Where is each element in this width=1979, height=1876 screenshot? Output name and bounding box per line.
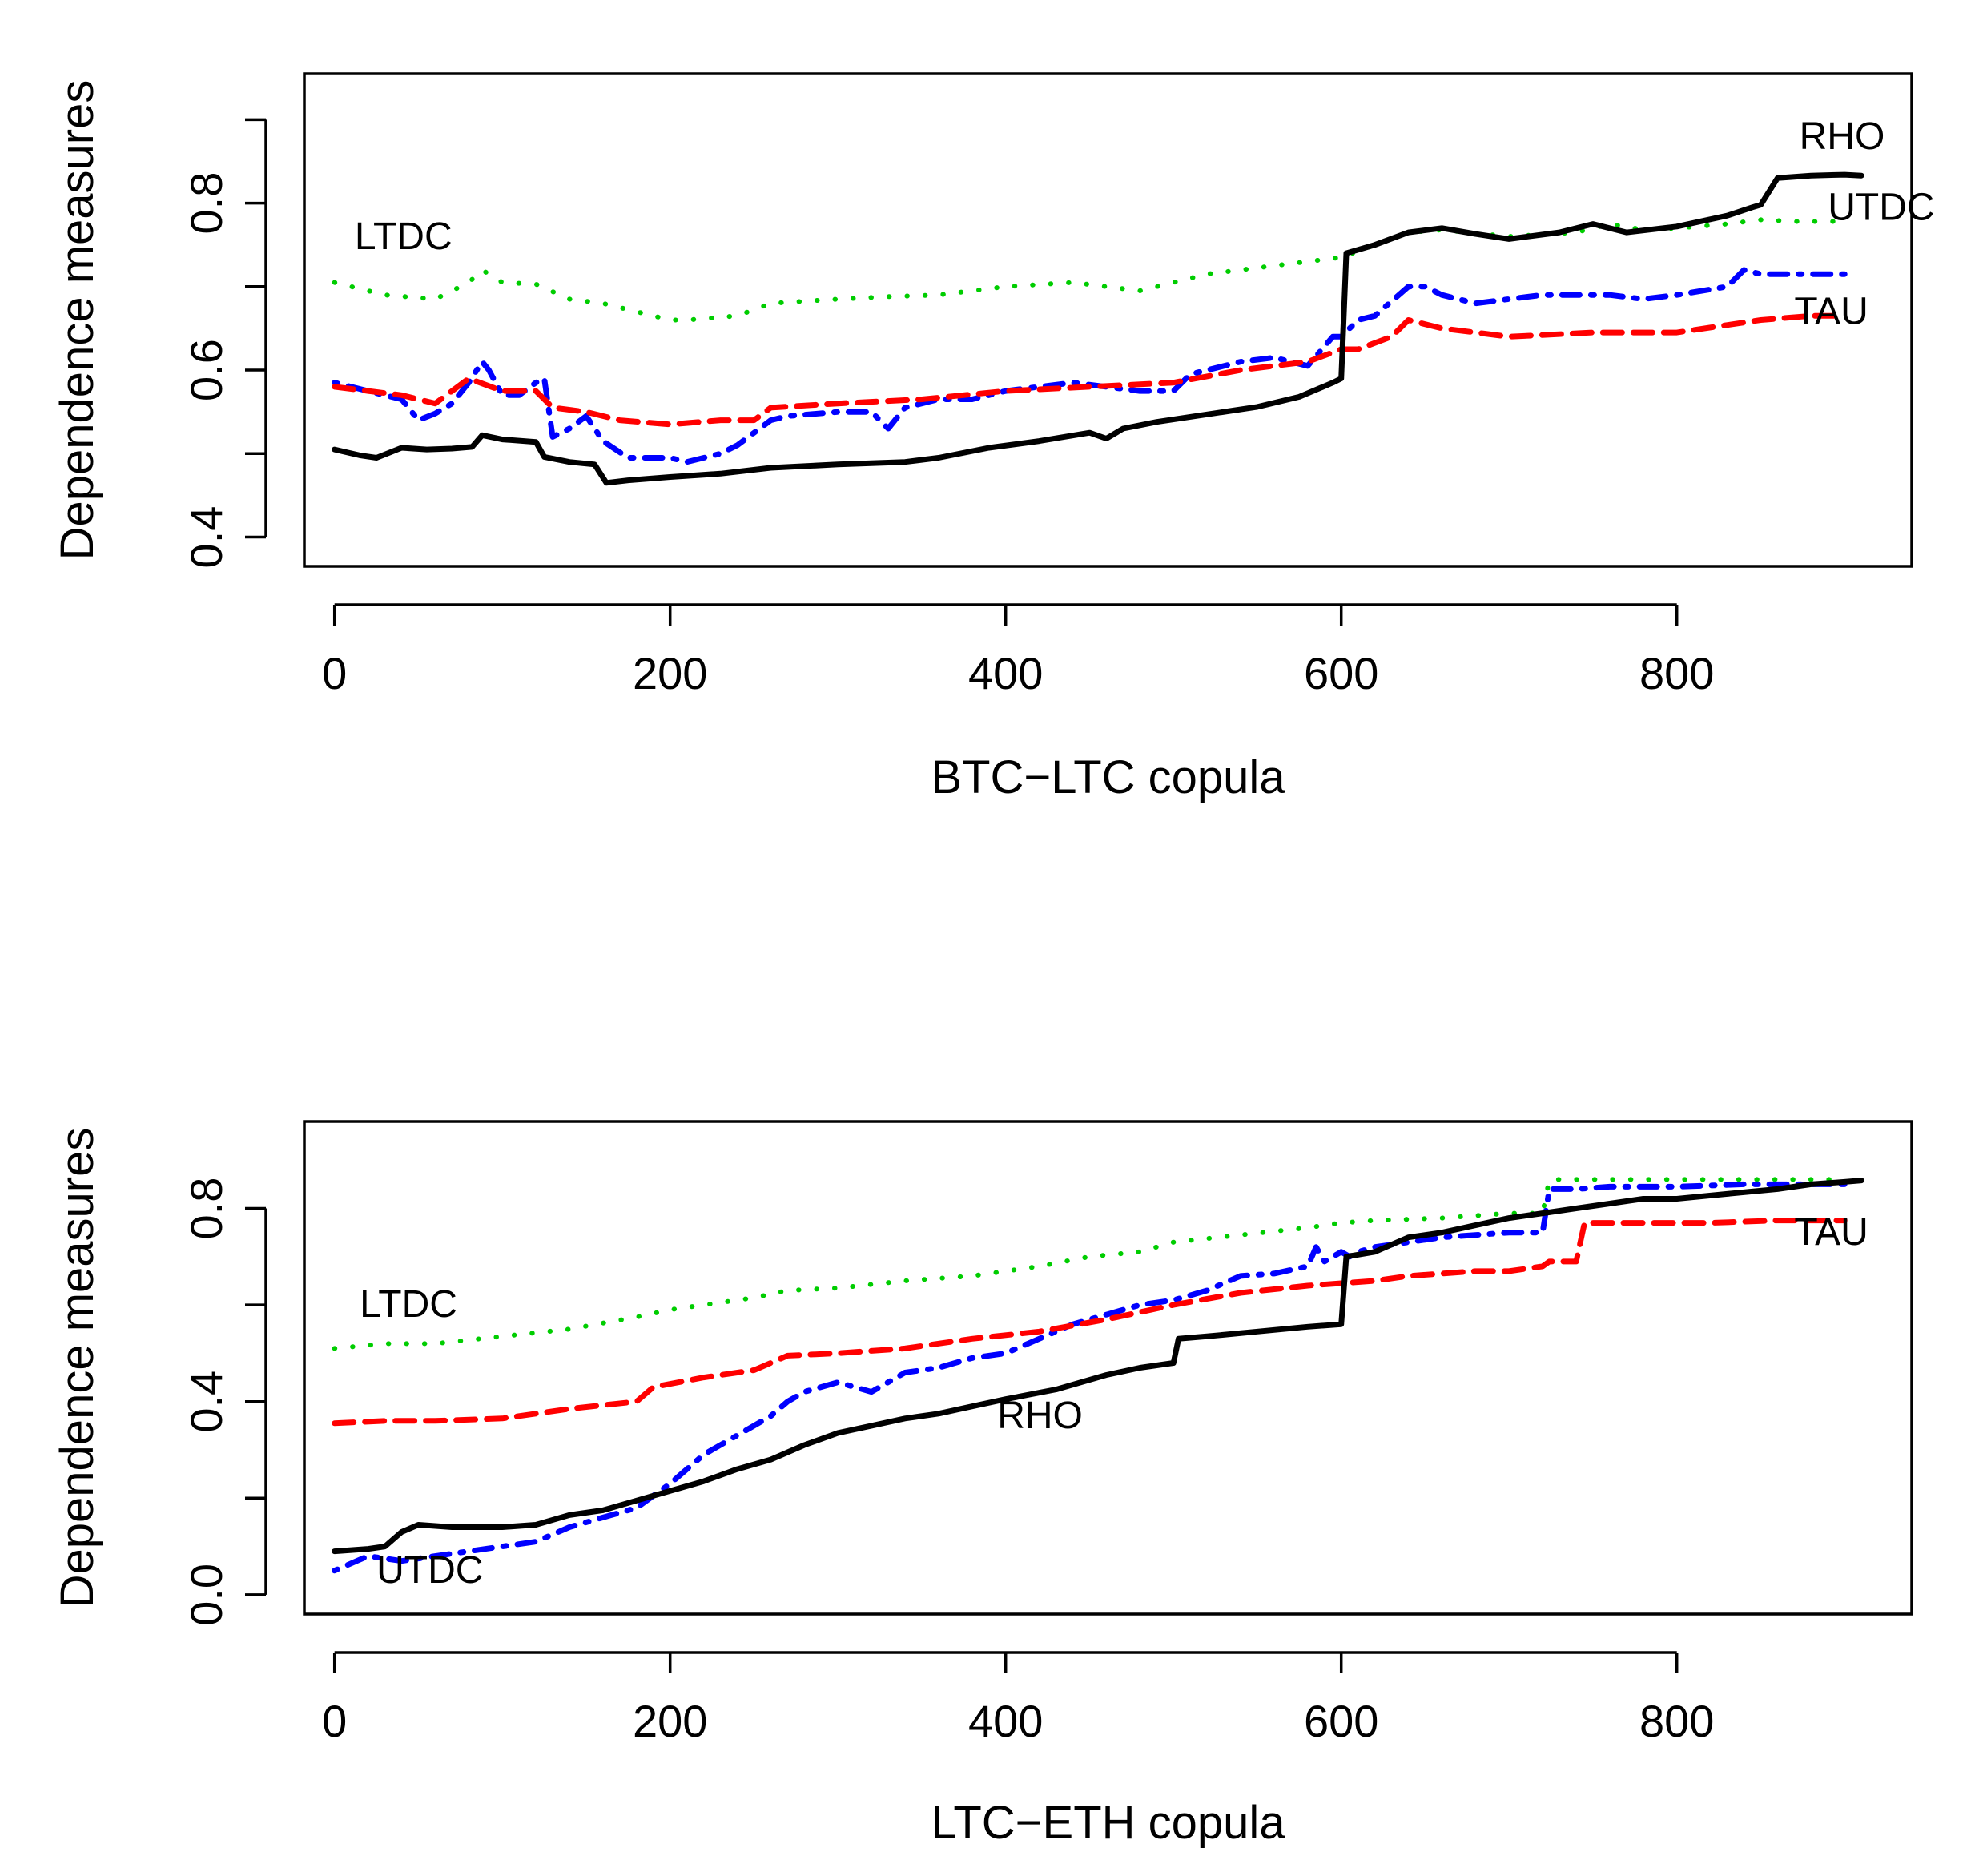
- series-line-tau: [332, 1218, 1848, 1427]
- y-tick-label: 0.4: [181, 506, 231, 569]
- curve-label-tau: TAU: [1794, 291, 1868, 333]
- curve-label-utdc: UTDC: [376, 1549, 483, 1592]
- curve-label-rho: RHO: [1800, 115, 1885, 158]
- y-tick-label: 0.8: [181, 172, 231, 235]
- chart-panel-2: 0 200 400 600 800 0.0 0.4 0.8 LTC−ETH copula Depe…: [51, 1120, 1913, 1849]
- x-tick-label: 0: [322, 648, 347, 698]
- series-line-utdc: [332, 1181, 1848, 1574]
- y-tick-label: 0.0: [181, 1564, 231, 1626]
- series-line-utdc: [332, 267, 1848, 465]
- x-tick-label: 200: [633, 648, 707, 698]
- series-line-rho: [332, 171, 1864, 486]
- curve-label-ltdc: LTDC: [355, 215, 453, 258]
- curve-label-utdc: UTDC: [1828, 186, 1934, 228]
- plot-frame: [303, 72, 1913, 568]
- y-axis-title: Dependence measures: [51, 80, 103, 561]
- series-line-ltdc: [332, 217, 1848, 323]
- x-tick-label: 600: [1304, 1696, 1378, 1746]
- y-tick-label: 0.8: [181, 1178, 231, 1240]
- x-tick-label: 0: [322, 1696, 347, 1746]
- series-line-rho: [332, 1178, 1864, 1555]
- x-axis-title: LTC−ETH copula: [931, 1797, 1285, 1849]
- x-tick-label: 600: [1304, 648, 1378, 698]
- x-tick-label: 800: [1639, 648, 1714, 698]
- curve-label-tau: TAU: [1794, 1211, 1868, 1254]
- y-tick-label: 0.6: [181, 339, 231, 401]
- x-tick-label: 800: [1639, 1696, 1714, 1746]
- curve-label-rho: RHO: [997, 1395, 1083, 1437]
- plot-frame: [303, 1120, 1913, 1616]
- x-tick-label: 400: [968, 648, 1043, 698]
- x-tick-label: 200: [633, 1696, 707, 1746]
- x-tick-label: 400: [968, 1696, 1043, 1746]
- series-line-tau: [332, 312, 1848, 428]
- chart-panel-1: 0 200 400 600 800 0.4 0.6 0.8 BTC−LTC copula Depe…: [51, 72, 1935, 803]
- y-tick-label: 0.4: [181, 1371, 231, 1433]
- y-axis-title: Dependence measures: [51, 1128, 103, 1608]
- curve-label-ltdc: LTDC: [360, 1283, 457, 1326]
- x-axis-title: BTC−LTC copula: [931, 751, 1285, 803]
